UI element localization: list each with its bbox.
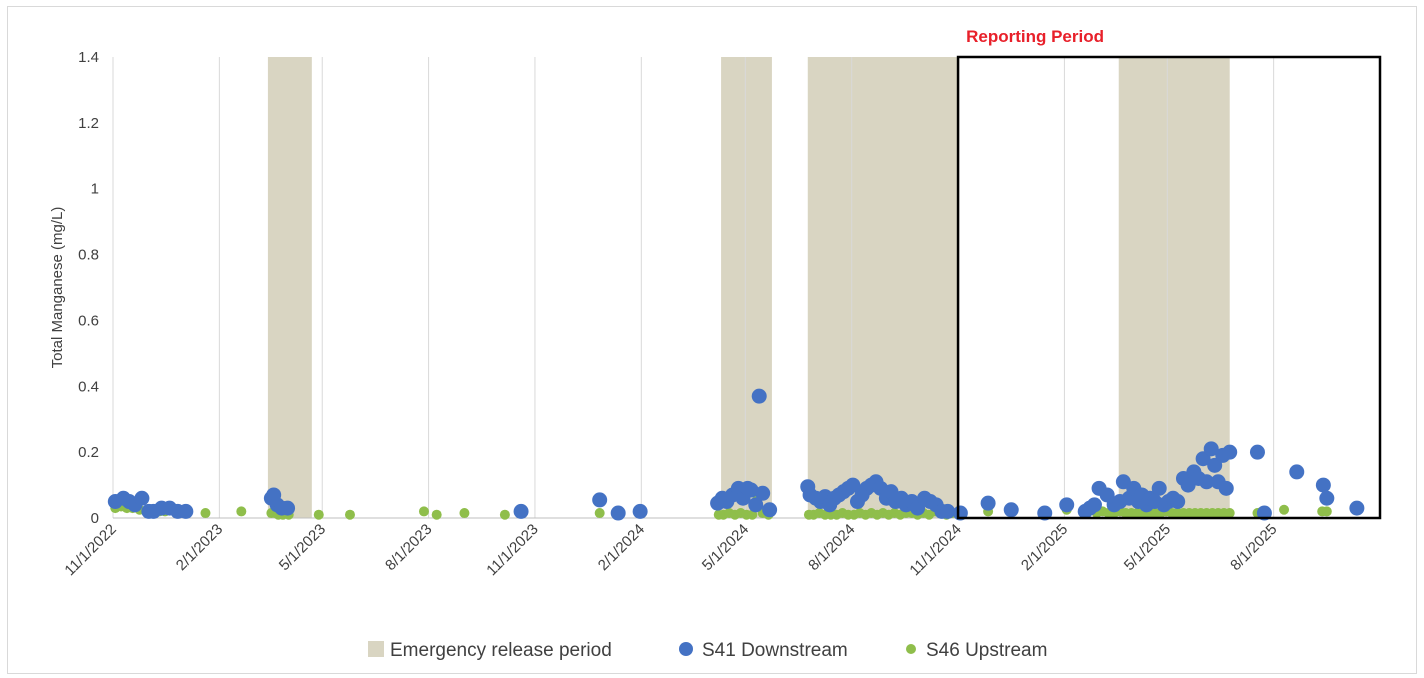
emergency-band-4 <box>1118 57 1230 518</box>
s41-point <box>1249 444 1265 460</box>
s41-point <box>1199 474 1215 490</box>
series-s41-downstream <box>107 388 1365 521</box>
x-tick-label: 5/1/2024 <box>699 521 752 574</box>
s41-point <box>743 482 759 498</box>
s41-point <box>280 500 296 516</box>
s46-point <box>431 509 442 520</box>
s46-point <box>418 506 429 517</box>
s41-point <box>1222 444 1238 460</box>
s41-point <box>1170 494 1186 510</box>
s46-point <box>344 509 355 520</box>
y-tick-label: 0.2 <box>78 444 99 461</box>
legend: Emergency release period S41 Downstream … <box>368 640 1047 661</box>
s41-point <box>1207 457 1223 473</box>
s41-point <box>1349 500 1365 516</box>
s41-point <box>755 485 771 501</box>
s41-point <box>1059 497 1075 513</box>
y-tick-label: 0.8 <box>78 247 99 264</box>
x-tick-label: 8/1/2024 <box>805 521 858 574</box>
emergency-bands <box>267 57 1230 518</box>
s46-point <box>236 506 247 517</box>
s41-point <box>1315 477 1331 493</box>
emergency-band-1 <box>267 57 312 518</box>
s46-point <box>1321 506 1332 517</box>
s41-point <box>1003 502 1019 518</box>
s41-point <box>1289 464 1305 480</box>
x-tick-label: 11/1/2024 <box>906 521 964 579</box>
s41-point <box>762 502 778 518</box>
s41-point <box>748 497 764 513</box>
y-axis-title: Total Manganese (mg/L) <box>49 207 66 369</box>
s46-point <box>313 509 324 520</box>
s46-point <box>200 508 211 519</box>
x-axis-ticks: 11/1/2022 2/1/2023 5/1/2023 8/1/2023 11/1/20… <box>61 521 1280 579</box>
s41-point <box>592 492 608 508</box>
legend-s46-swatch <box>906 644 916 654</box>
x-tick-label: 11/1/2022 <box>61 521 119 579</box>
x-tick-label: 5/1/2025 <box>1121 521 1174 574</box>
x-tick-label: 11/1/2023 <box>483 521 541 579</box>
legend-s41-swatch <box>679 642 693 656</box>
s41-point <box>1218 480 1234 496</box>
s41-point <box>178 503 194 519</box>
legend-s46-label: S46 Upstream <box>926 640 1047 661</box>
s41-point <box>1195 451 1211 467</box>
x-tick-label: 2/1/2023 <box>173 521 226 574</box>
y-tick-label: 1 <box>91 181 99 198</box>
s46-point <box>1224 508 1235 519</box>
y-tick-label: 1.4 <box>78 49 99 66</box>
legend-s41-label: S41 Downstream <box>702 640 848 661</box>
emergency-band-2 <box>721 57 772 518</box>
legend-emergency-label: Emergency release period <box>390 640 612 661</box>
s46-point <box>459 508 470 519</box>
s46-point <box>499 509 510 520</box>
s41-point <box>1151 480 1167 496</box>
s41-point <box>1203 441 1219 457</box>
s41-point <box>751 388 767 404</box>
x-tick-label: 8/1/2025 <box>1227 521 1280 574</box>
reporting-period-box <box>956 55 1382 520</box>
legend-emergency-swatch <box>368 641 384 657</box>
s46-point <box>594 508 605 519</box>
s41-point <box>940 503 956 519</box>
s41-point <box>1086 497 1102 513</box>
x-tick-label: 8/1/2023 <box>382 521 435 574</box>
chart-frame <box>7 6 1417 674</box>
y-tick-label: 1.2 <box>78 115 99 132</box>
s46-point <box>1279 504 1290 515</box>
y-axis-ticks: 0 0.2 0.4 0.6 0.8 1 1.2 1.4 <box>78 49 99 527</box>
reporting-period-label: Reporting Period <box>966 27 1104 46</box>
s41-point <box>1319 490 1335 506</box>
s41-point <box>610 505 626 521</box>
x-tick-label: 2/1/2025 <box>1018 521 1071 574</box>
s41-point <box>980 495 996 511</box>
y-tick-label: 0.4 <box>78 378 99 395</box>
s41-point <box>513 503 529 519</box>
y-tick-label: 0.6 <box>78 312 99 329</box>
s41-point <box>134 490 150 506</box>
s41-point <box>632 503 648 519</box>
s41-point <box>845 477 861 493</box>
x-tick-label: 2/1/2024 <box>595 521 648 574</box>
y-tick-label: 0 <box>91 510 99 527</box>
emergency-band-3 <box>807 57 959 518</box>
x-tick-label: 5/1/2023 <box>276 521 329 574</box>
